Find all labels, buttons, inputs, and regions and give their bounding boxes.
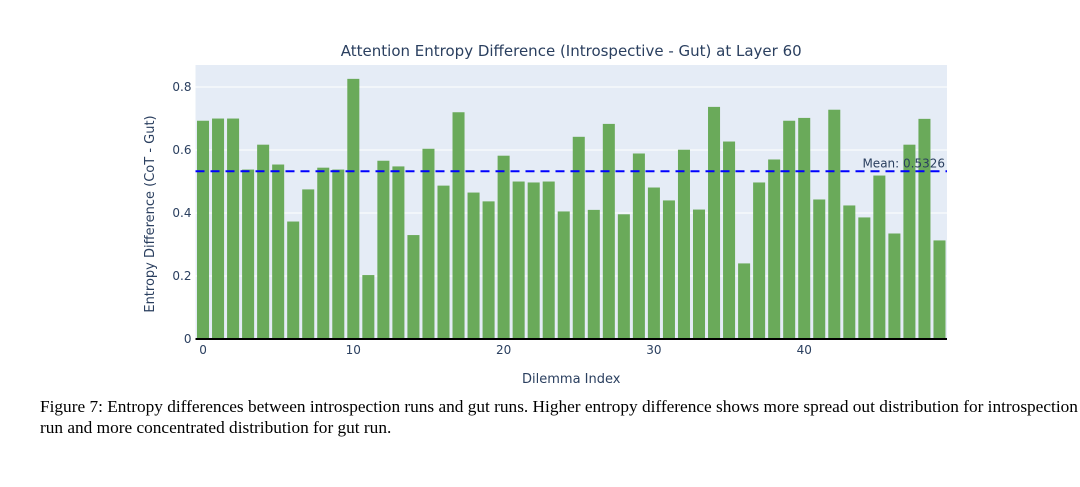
bar — [798, 117, 811, 340]
bar — [242, 169, 255, 339]
bar — [527, 182, 540, 339]
bar — [422, 148, 435, 339]
bar — [362, 275, 375, 339]
bar — [888, 233, 901, 339]
mean-label: Mean: 0.5326 — [862, 156, 945, 170]
bar — [377, 160, 390, 339]
bar — [602, 123, 615, 339]
y-tick-label: 0.6 — [172, 143, 191, 157]
figure-caption: Figure 7: Entropy differences between in… — [40, 397, 1078, 437]
bar — [587, 209, 600, 339]
bar — [482, 201, 495, 339]
bar — [302, 189, 315, 339]
bar — [903, 144, 916, 339]
bar — [723, 141, 736, 339]
bar — [677, 149, 690, 339]
bar — [828, 109, 841, 340]
bar — [197, 120, 210, 339]
bar — [347, 78, 360, 339]
x-tick-label: 0 — [199, 343, 207, 357]
bar — [332, 169, 345, 339]
chart-title: Attention Entropy Difference (Introspect… — [341, 42, 802, 60]
bar — [407, 235, 420, 339]
bar — [557, 211, 570, 339]
x-tick-label: 40 — [797, 343, 812, 357]
bar — [542, 181, 555, 339]
y-axis-label: Entropy Difference (CoT - Gut) — [143, 115, 158, 312]
bar — [692, 209, 706, 339]
bar — [933, 240, 946, 339]
bar — [768, 159, 781, 339]
x-tick-label: 10 — [346, 343, 361, 357]
y-tick-label: 0 — [184, 332, 192, 346]
bar — [497, 155, 510, 339]
bar — [317, 167, 330, 339]
bar — [632, 153, 645, 339]
bar — [662, 200, 675, 339]
bar — [392, 166, 405, 339]
x-axis-label: Dilemma Index — [522, 372, 621, 387]
bar — [227, 118, 240, 340]
bar — [467, 192, 480, 339]
bar — [753, 182, 766, 339]
bar — [272, 164, 285, 339]
bar — [212, 118, 225, 340]
bar — [287, 221, 300, 339]
bar — [572, 136, 585, 339]
bar — [452, 112, 465, 339]
bar — [617, 214, 630, 339]
bar — [918, 118, 931, 340]
y-tick-label: 0.2 — [172, 269, 191, 283]
bar — [738, 263, 751, 339]
bar — [873, 175, 886, 339]
bar — [858, 217, 871, 339]
x-tick-label: 30 — [646, 343, 661, 357]
y-tick-label: 0.4 — [172, 206, 191, 220]
bar — [843, 205, 856, 339]
bar — [708, 106, 721, 339]
y-tick-label: 0.8 — [172, 80, 191, 94]
bar — [813, 199, 826, 339]
bar — [437, 185, 450, 339]
bar — [783, 120, 796, 339]
x-tick-label: 20 — [496, 343, 511, 357]
bar — [647, 187, 660, 339]
bar — [257, 144, 270, 339]
bar — [512, 181, 525, 339]
